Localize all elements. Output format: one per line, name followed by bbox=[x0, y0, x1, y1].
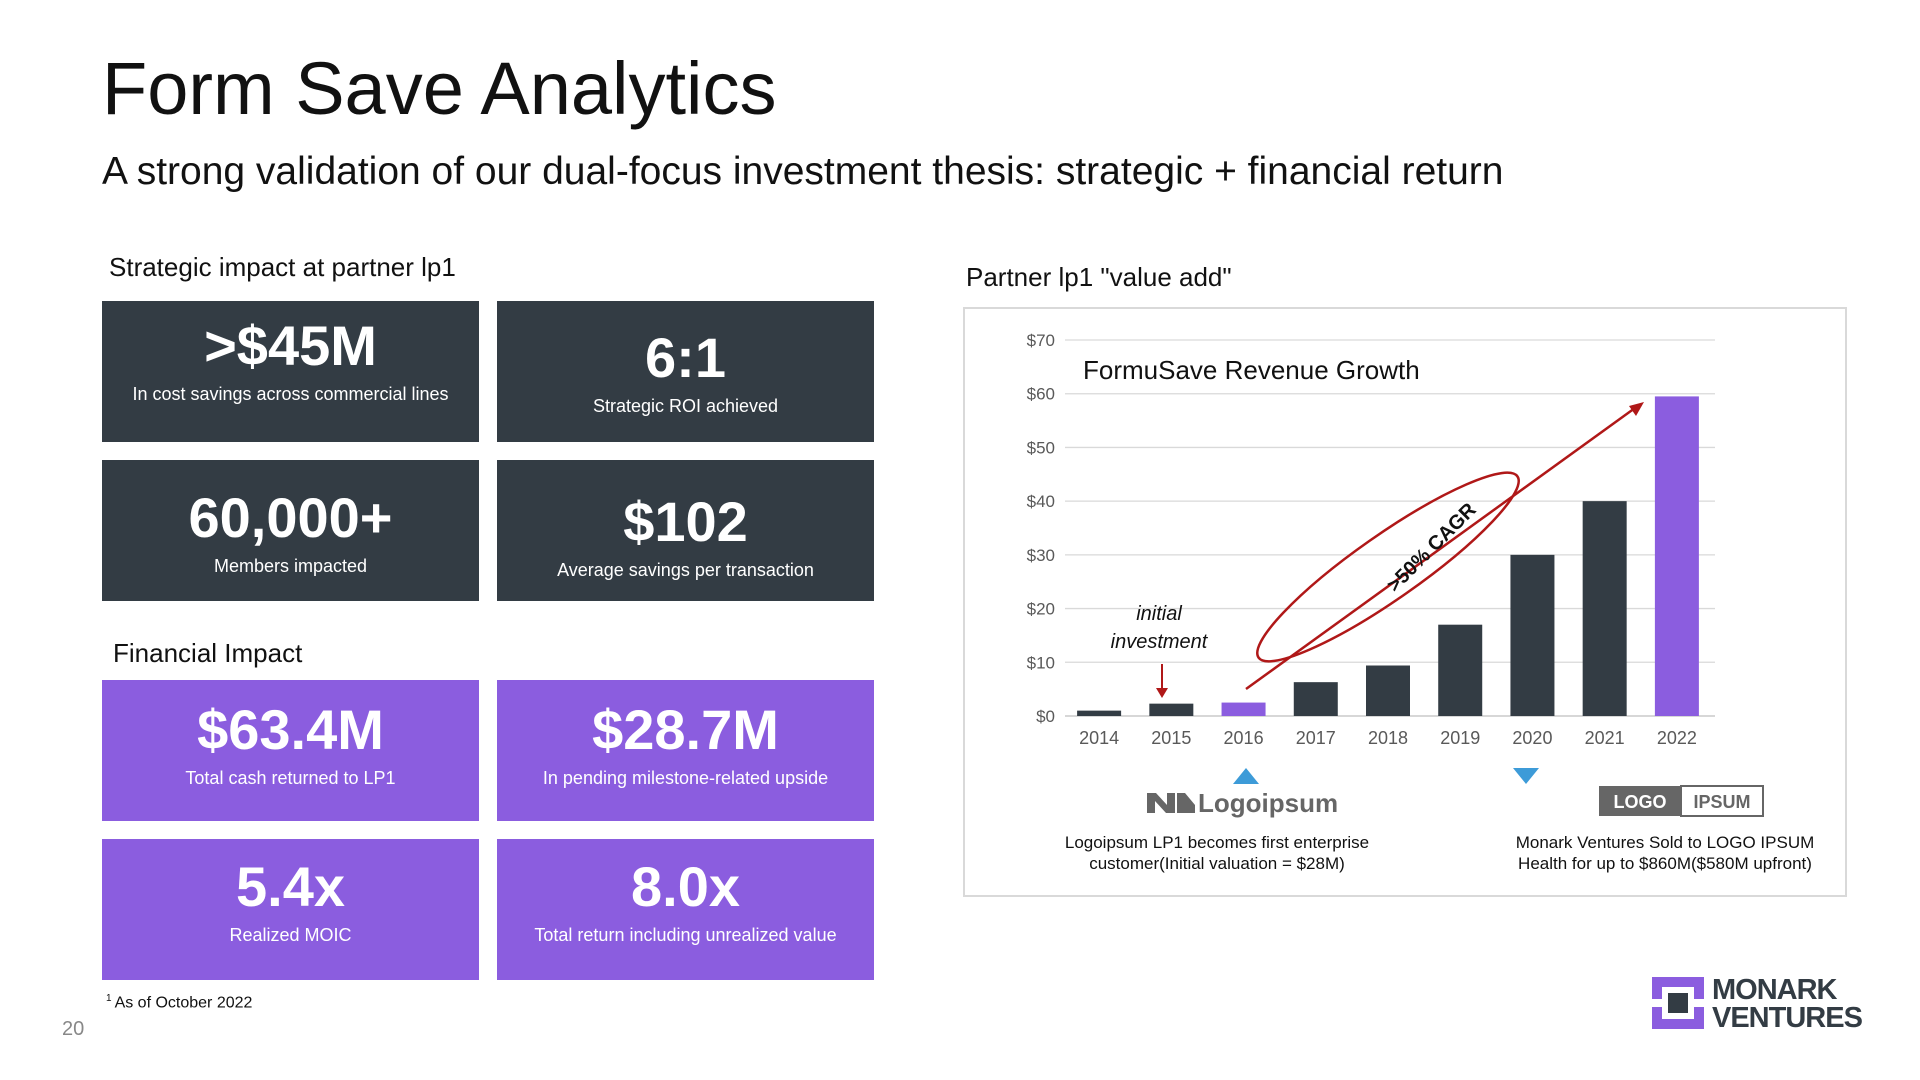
chart-bars bbox=[1077, 396, 1699, 716]
strategic-heading: Strategic impact at partner lp1 bbox=[109, 252, 456, 282]
y-tick-label: $10 bbox=[1027, 653, 1055, 672]
monark-logo-icon bbox=[1652, 977, 1704, 1029]
financial-heading: Financial Impact bbox=[113, 638, 303, 668]
right-caption-line2: Health for up to $860M($580M upfront) bbox=[1518, 854, 1812, 874]
x-tick-label: 2021 bbox=[1585, 728, 1625, 748]
chart-y-axis: $0 $10 $20 $30 $40 $50 $60 $70 bbox=[1027, 331, 1055, 726]
logo-ipsum-dark-block bbox=[1599, 786, 1681, 816]
x-tick-label: 2017 bbox=[1296, 728, 1336, 748]
bar-2021 bbox=[1582, 501, 1627, 716]
x-tick-label: 2018 bbox=[1368, 728, 1408, 748]
monark-wordmark: MONARK VENTURES bbox=[1712, 974, 1863, 1034]
x-tick-label: 2016 bbox=[1224, 728, 1264, 748]
x-tick-label: 2014 bbox=[1079, 728, 1119, 748]
strategic-tile-avg-savings: $102 Average savings per transaction bbox=[497, 460, 874, 601]
y-tick-label: $20 bbox=[1027, 600, 1055, 619]
y-tick-label: $40 bbox=[1027, 492, 1055, 511]
bar-2016 bbox=[1221, 702, 1266, 716]
tile-value: 60,000+ bbox=[188, 486, 393, 549]
page-number: 20 bbox=[62, 1018, 85, 1040]
y-tick-label: $0 bbox=[1036, 707, 1055, 726]
strategic-tile-roi: 6:1 Strategic ROI achieved bbox=[497, 301, 874, 442]
logo-ipsum-logo: LOGO IPSUM bbox=[1599, 785, 1764, 817]
left-event-caption: Logoipsum LP1 becomes first enterprise c… bbox=[1012, 832, 1422, 875]
tile-value: $102 bbox=[623, 490, 748, 553]
monark-line2: VENTURES bbox=[1712, 1002, 1863, 1034]
logoipsum-logo: Logoipsum bbox=[1147, 788, 1338, 818]
bar-2014 bbox=[1077, 710, 1122, 716]
financial-tile-total-return: 8.0x Total return including unrealized v… bbox=[497, 839, 874, 980]
tile-label: In pending milestone-related upside bbox=[542, 768, 829, 788]
y-tick-label: $60 bbox=[1027, 385, 1055, 404]
cagr-ellipse bbox=[1256, 471, 1520, 663]
strategic-tile-cost-savings: >$45M In cost savings across commercial … bbox=[102, 301, 479, 442]
y-tick-label: $50 bbox=[1027, 438, 1055, 457]
tile-label: Average savings per transaction bbox=[557, 560, 814, 580]
tile-value: 5.4x bbox=[236, 855, 345, 918]
marker-up-2016-icon bbox=[1233, 768, 1259, 784]
tile-label: Total return including unrealized value bbox=[534, 925, 837, 945]
monark-line1: MONARK bbox=[1712, 974, 1837, 1006]
tile-value: $63.4M bbox=[197, 698, 384, 761]
strategic-tile-members: 60,000+ Members impacted bbox=[102, 460, 479, 601]
financial-tile-realized-moic: 5.4x Realized MOIC bbox=[102, 839, 479, 980]
bar-2017 bbox=[1293, 682, 1338, 716]
tile-label: Strategic ROI achieved bbox=[592, 396, 779, 416]
chart-title: FormuSave Revenue Growth bbox=[1083, 355, 1420, 385]
x-tick-label: 2019 bbox=[1440, 728, 1480, 748]
left-caption-line1: Logoipsum LP1 becomes first enterprise bbox=[1064, 833, 1370, 852]
footnote-text: As of October 2022 bbox=[114, 994, 253, 1012]
tile-value: 8.0x bbox=[631, 855, 740, 918]
chart-x-axis: 2014 2015 2016 2017 2018 2019 2020 2021 2022 bbox=[1079, 728, 1697, 748]
tile-value: 6:1 bbox=[645, 326, 726, 389]
bar-2019 bbox=[1438, 624, 1483, 716]
logo-ipsum-left-text: LOGO bbox=[1614, 792, 1667, 812]
investment-arrow-icon bbox=[1156, 664, 1168, 698]
left-caption-line2: customer(Initial valuation = $28M) bbox=[1089, 854, 1345, 874]
tile-label: Realized MOIC bbox=[229, 925, 352, 945]
x-tick-label: 2020 bbox=[1512, 728, 1552, 748]
y-tick-label: $30 bbox=[1027, 546, 1055, 565]
cagr-arrow-icon bbox=[1245, 402, 1644, 691]
logoipsum-text: Logoipsum bbox=[1198, 788, 1338, 818]
bar-2022 bbox=[1654, 396, 1699, 716]
footnote: 1 As of October 2022 bbox=[106, 993, 252, 1012]
right-caption-line1: Monark Ventures Sold to LOGO IPSUM bbox=[1515, 833, 1815, 852]
right-event-caption: Monark Ventures Sold to LOGO IPSUM Healt… bbox=[1485, 832, 1845, 875]
annotation-initial: initial bbox=[1136, 603, 1182, 625]
financial-tile-pending-upside: $28.7M In pending milestone-related upsi… bbox=[497, 680, 874, 821]
chart-section-heading: Partner lp1 "value add" bbox=[966, 262, 1232, 292]
logo-ipsum-light-block bbox=[1680, 785, 1764, 817]
x-tick-label: 2015 bbox=[1151, 728, 1191, 748]
marker-down-2022-icon bbox=[1513, 768, 1539, 784]
tile-label: Total cash returned to LP1 bbox=[185, 768, 396, 788]
footnote-marker: 1 bbox=[106, 993, 112, 1004]
slide-subtitle: A strong validation of our dual-focus in… bbox=[102, 150, 1504, 193]
tile-value: $28.7M bbox=[592, 698, 779, 761]
x-tick-label: 2022 bbox=[1657, 728, 1697, 748]
tile-label: In cost savings across commercial lines bbox=[132, 384, 449, 404]
logoipsum-mark-icon bbox=[1147, 793, 1195, 813]
logo-ipsum-right-text: IPSUM bbox=[1693, 792, 1750, 812]
financial-tile-cash-returned: $63.4M Total cash returned to LP1 bbox=[102, 680, 479, 821]
tile-label: Members impacted bbox=[213, 556, 368, 576]
bar-2015 bbox=[1149, 703, 1194, 716]
revenue-growth-chart: $0 $10 $20 $30 $40 $50 $60 $70 2014 2015 2016 2017… bbox=[1027, 331, 1764, 818]
tile-value: >$45M bbox=[204, 314, 377, 377]
y-tick-label: $70 bbox=[1027, 331, 1055, 350]
bar-2018 bbox=[1366, 665, 1410, 716]
slide-title: Form Save Analytics bbox=[102, 47, 777, 130]
bar-2020 bbox=[1510, 554, 1555, 716]
annotation-investment: investment bbox=[1111, 631, 1209, 653]
